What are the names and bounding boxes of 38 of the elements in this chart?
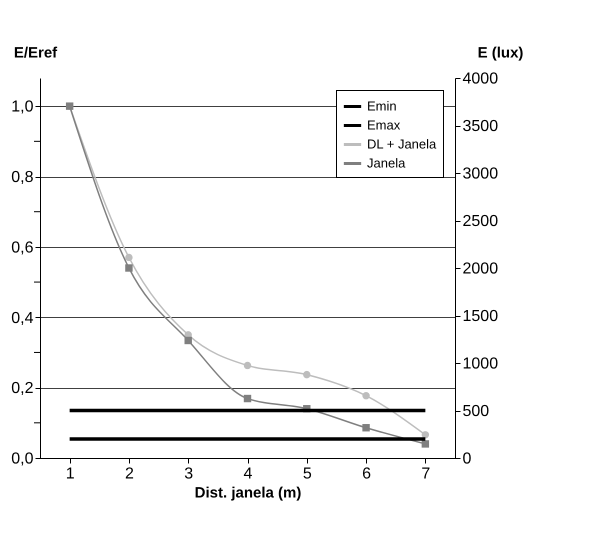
y2-tick-label: 1000: [462, 356, 498, 372]
legend-label: Emin: [367, 98, 397, 114]
point: [362, 424, 370, 432]
y2-tick-label: 2500: [462, 213, 498, 230]
legend-label: Emax: [367, 118, 401, 132]
x-tick-label: 6: [362, 466, 372, 482]
y2-tick-label: 500: [462, 403, 490, 420]
point: [422, 440, 430, 448]
y-tick-label: 0,4: [11, 310, 34, 327]
y-tick-label: 0,6: [11, 239, 34, 256]
x-tick-label: 4: [244, 466, 253, 482]
y-tick-label: 0,2: [11, 380, 34, 398]
legend-label: DL + Janela: [367, 136, 438, 152]
x-tick-label: 3: [184, 466, 194, 482]
y-tick-label: 0,8: [11, 169, 34, 186]
legend-label: Janela: [367, 156, 406, 170]
point: [303, 370, 310, 378]
y-axis-title: E/Eref: [14, 44, 58, 62]
x-tick-label: 1: [66, 466, 75, 482]
x-axis-title: Dist. janela (m): [194, 484, 302, 502]
y2-tick-label: 2000: [462, 260, 498, 278]
y-tick-label: 0,0: [11, 450, 34, 468]
x-tick-label: 7: [421, 466, 430, 482]
y2-tick-label: 3500: [462, 118, 498, 135]
point: [125, 264, 133, 272]
x-tick-label: 2: [124, 466, 134, 482]
point: [125, 254, 133, 262]
point: [244, 362, 252, 370]
y2-tick-label: 0: [462, 450, 472, 468]
y2-tick-label: 4000: [462, 70, 498, 88]
point: [184, 336, 192, 344]
y-tick-label: 1,0: [11, 98, 34, 116]
y2-axis-title: E (lux): [478, 44, 524, 62]
point: [422, 431, 430, 438]
point: [362, 392, 370, 400]
x-tick-label: 5: [302, 466, 312, 482]
y2-tick-label: 1500: [462, 308, 498, 325]
y2-tick-label: 3000: [462, 166, 498, 182]
